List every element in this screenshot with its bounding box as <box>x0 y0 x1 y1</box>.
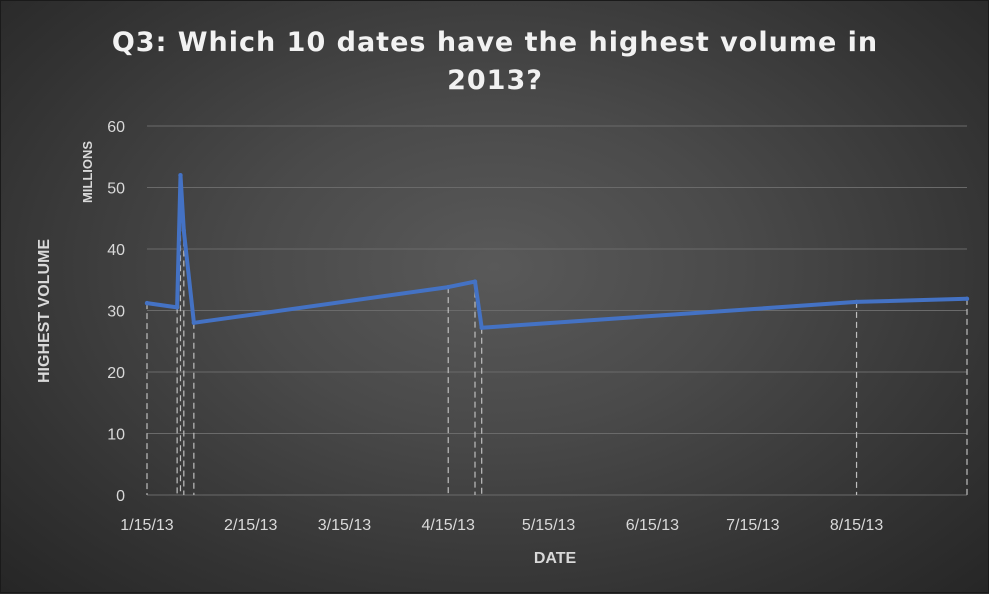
x-tick-label: 4/15/13 <box>422 517 475 534</box>
x-tick-label: 7/15/13 <box>726 517 779 534</box>
chart-title-line-1: Q3: Which 10 dates have the highest volu… <box>112 27 878 58</box>
x-tick-label: 8/15/13 <box>830 517 883 534</box>
series-line-1 <box>145 173 969 330</box>
x-tick-label: 1/15/13 <box>120 517 173 534</box>
x-tick-label: 2/15/13 <box>224 517 277 534</box>
data-point <box>854 299 859 305</box>
data-point <box>178 173 183 178</box>
x-tick-label: 6/15/13 <box>626 517 679 534</box>
x-tick-label: 3/15/13 <box>318 517 371 534</box>
chart-title: Q3: Which 10 dates have the highest volu… <box>112 27 878 96</box>
data-point <box>174 305 180 310</box>
data-point <box>472 279 478 284</box>
y-tick-label: 20 <box>107 365 125 382</box>
y-tick-label: 40 <box>107 242 125 259</box>
x-axis-title: DATE <box>534 550 577 567</box>
drop-lines <box>146 175 968 495</box>
y-axis-title: HIGHEST VOLUME <box>36 239 53 383</box>
y-tick-label: 10 <box>107 427 125 444</box>
y-tick-label: 0 <box>116 488 125 505</box>
data-point <box>191 320 197 325</box>
series-group <box>144 173 970 330</box>
chart-title-line-2: 2013? <box>447 65 543 96</box>
y-axis-ticks: 0 10 20 30 40 50 60 <box>107 119 125 505</box>
data-point <box>964 296 970 302</box>
x-tick-label: 5/15/13 <box>522 517 575 534</box>
data-point <box>181 228 187 233</box>
data-point <box>479 325 484 330</box>
y-tick-label: 30 <box>107 304 125 321</box>
y-tick-label: 60 <box>107 119 125 136</box>
x-axis-ticks: 1/15/13 2/15/13 3/15/13 4/15/13 5/15/13 6/15/… <box>120 517 883 534</box>
data-point <box>446 284 451 290</box>
data-point <box>144 300 150 306</box>
y-tick-label: 50 <box>107 181 125 198</box>
y-axis-units-label: MILLIONS <box>80 141 95 203</box>
